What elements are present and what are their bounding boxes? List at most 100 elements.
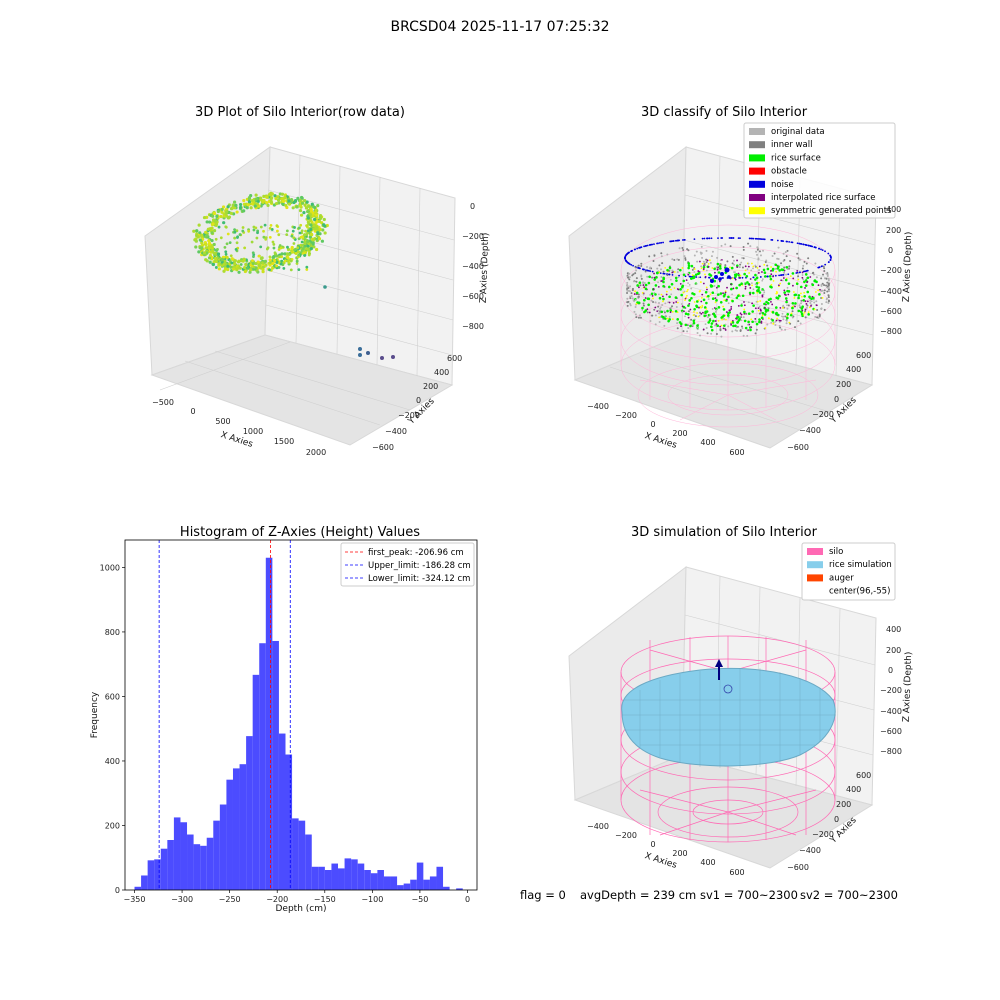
- status-sv2: sv2 = 700~2300: [800, 888, 898, 902]
- histogram-bar: [285, 754, 293, 890]
- histogram-y-tick-label: 400: [105, 757, 120, 766]
- svg-text:−600: −600: [880, 307, 902, 316]
- raw-outlier-points: [323, 285, 395, 360]
- figure-title: BRCSD04 2025-11-17 07:25:32: [390, 19, 609, 35]
- simulation-x-ticks: −400 −200 0 200 400 600: [587, 822, 745, 877]
- legend-label: inner wall: [771, 140, 812, 150]
- classify-legend: original data inner wall rice surface obsta…: [743, 122, 896, 219]
- simulation-y-ticks: −600 −400 −200 0 200 400 600: [787, 771, 871, 872]
- svg-text:−400: −400: [880, 287, 902, 296]
- histogram-bar: [383, 876, 391, 890]
- svg-text:−600: −600: [787, 863, 809, 872]
- svg-text:600: 600: [729, 868, 744, 877]
- svg-text:400: 400: [846, 365, 861, 374]
- svg-text:−400: −400: [385, 427, 407, 436]
- svg-text:−200: −200: [880, 686, 902, 695]
- svg-text:0: 0: [650, 840, 655, 849]
- legend-label: symmetric generated points: [771, 206, 892, 216]
- svg-text:200: 200: [886, 646, 901, 655]
- simulation-rice-surface: [621, 667, 836, 768]
- legend-label: interpolated rice surface: [771, 193, 876, 203]
- status-avg-depth: avgDepth = 239 cm: [580, 888, 697, 902]
- classify-noise-cluster: [710, 267, 731, 283]
- legend-label: rice simulation: [829, 560, 892, 570]
- histogram-title: Histogram of Z-Axies (Height) Values: [180, 525, 420, 540]
- histogram-bar: [318, 866, 325, 890]
- svg-text:−600: −600: [372, 443, 394, 452]
- legend-label: obstacle: [771, 167, 807, 177]
- legend-label: silo: [829, 547, 843, 557]
- classify-x-ticks: −400 −200 0 200 400 600: [587, 402, 745, 457]
- svg-text:−200: −200: [880, 266, 902, 275]
- histogram-bar: [187, 834, 194, 890]
- histogram-bar: [134, 886, 142, 890]
- svg-text:600: 600: [729, 448, 744, 457]
- raw-x-ticks: −500 0 500 1000 1500 2000: [152, 398, 326, 457]
- svg-text:−800: −800: [880, 327, 902, 336]
- histogram-legend-label: Lower_limit: -324.12 cm: [368, 574, 470, 584]
- histogram-bar: [193, 844, 201, 890]
- svg-text:−600: −600: [880, 727, 902, 736]
- legend-swatch: [807, 574, 823, 582]
- legend-label: rice surface: [771, 153, 821, 163]
- histogram-bar: [331, 863, 339, 890]
- histogram-bar: [141, 875, 148, 890]
- raw-point-cloud: [192, 191, 329, 274]
- histogram-legend-label: first_peak: -206.96 cm: [368, 548, 464, 558]
- legend-label: noise: [771, 180, 794, 190]
- svg-text:0: 0: [888, 246, 893, 255]
- svg-text:−800: −800: [880, 747, 902, 756]
- histogram-y-tick-label: 0: [115, 886, 120, 895]
- histogram-bar: [410, 879, 417, 890]
- histogram-y-tick-label: 600: [105, 692, 120, 701]
- histogram-bar: [219, 804, 227, 890]
- svg-text:400: 400: [886, 625, 901, 634]
- svg-text:400: 400: [700, 858, 715, 867]
- svg-text:−200: −200: [812, 830, 834, 839]
- histogram-bar: [147, 860, 155, 890]
- svg-text:−200: −200: [398, 411, 420, 420]
- histogram-bar: [278, 733, 286, 890]
- histogram-axes-frame: [124, 539, 478, 891]
- legend-swatch: [749, 167, 765, 175]
- raw-y-ticks: −600 −400 −200 0 200 400 600: [372, 354, 462, 452]
- svg-text:−400: −400: [587, 822, 609, 831]
- histogram-bar: [377, 870, 384, 890]
- svg-text:0: 0: [888, 666, 893, 675]
- histogram-reference-lines: [158, 540, 291, 890]
- histogram-x-label: Depth (cm): [275, 904, 326, 914]
- histogram-bar: [311, 866, 319, 890]
- classify-3d-plot: 3D classify of Silo Interior: [568, 105, 914, 457]
- histogram-bar: [324, 870, 332, 890]
- status-flag: flag = 0: [520, 888, 566, 902]
- histogram-bar: [259, 643, 266, 890]
- histogram-y-ticks: 0 200 400 600 800 1000: [100, 563, 125, 895]
- svg-text:400: 400: [846, 785, 861, 794]
- svg-text:−200: −200: [615, 411, 637, 420]
- histogram-legend-label: Upper_limit: -186.28 cm: [368, 561, 471, 571]
- svg-text:0: 0: [834, 395, 839, 404]
- status-line: flag = 0 avgDepth = 239 cm sv1 = 700~230…: [0, 888, 1000, 906]
- svg-text:0: 0: [470, 202, 475, 211]
- histogram-x-tick-label: −50: [411, 895, 428, 904]
- svg-text:0: 0: [190, 407, 195, 416]
- svg-text:200: 200: [672, 429, 687, 438]
- histogram-bar: [351, 859, 358, 890]
- svg-text:−400: −400: [880, 707, 902, 716]
- svg-text:−200: −200: [462, 232, 484, 241]
- histogram-bars: [134, 557, 463, 890]
- svg-text:−600: −600: [462, 292, 484, 301]
- svg-text:200: 200: [886, 226, 901, 235]
- histogram-bar: [272, 640, 279, 890]
- legend-swatch: [749, 154, 765, 162]
- histogram-x-tick-label: −200: [266, 895, 288, 904]
- histogram-bar: [252, 674, 260, 890]
- histogram-x-tick-label: −350: [124, 895, 146, 904]
- legend-swatch: [807, 561, 823, 569]
- histogram-bar: [423, 879, 430, 890]
- legend-label: center(96,-55): [829, 587, 890, 597]
- histogram-bar: [173, 817, 181, 890]
- histogram-panel: Histogram of Z-Axies (Height) Values −35…: [90, 525, 478, 914]
- histogram-bar: [213, 820, 220, 890]
- classify-point-cloud: [624, 237, 832, 338]
